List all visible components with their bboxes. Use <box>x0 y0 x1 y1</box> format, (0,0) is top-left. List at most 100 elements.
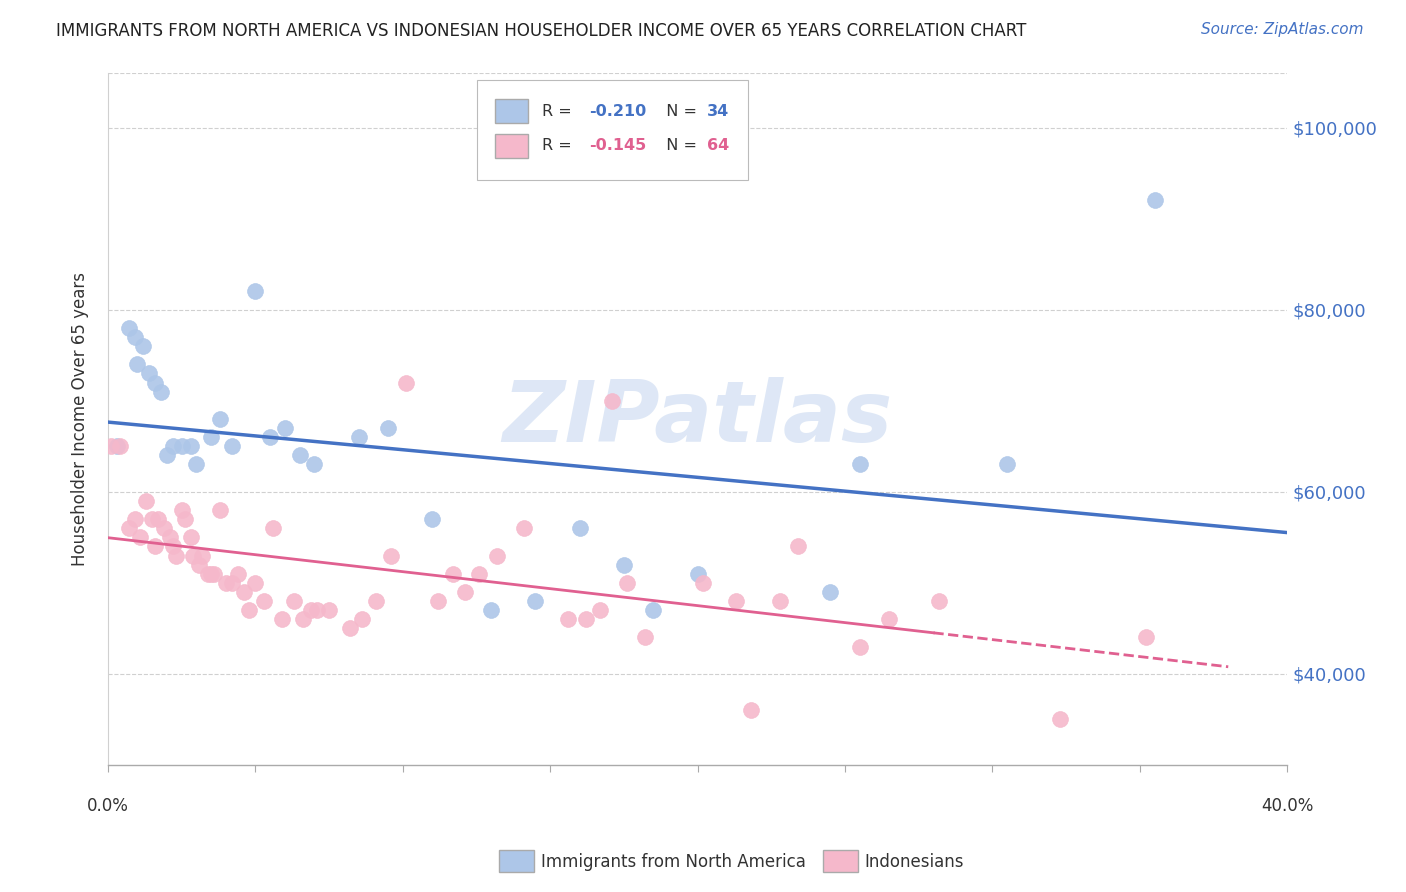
Text: -0.210: -0.210 <box>589 103 647 119</box>
Point <box>180 439 202 453</box>
Point <box>589 603 612 617</box>
Point <box>259 430 281 444</box>
Point <box>221 575 243 590</box>
Point <box>724 594 747 608</box>
Point <box>274 421 297 435</box>
Point <box>613 558 636 572</box>
Point <box>159 530 181 544</box>
Point <box>283 594 305 608</box>
Point <box>170 503 193 517</box>
Point <box>162 439 184 453</box>
Point <box>188 558 211 572</box>
Point <box>156 449 179 463</box>
Point <box>928 594 950 608</box>
Point <box>616 575 638 590</box>
Point <box>232 585 254 599</box>
Point <box>568 521 591 535</box>
Point <box>686 566 709 581</box>
Point <box>288 449 311 463</box>
Point <box>395 376 418 390</box>
Point <box>377 421 399 435</box>
Point <box>848 458 870 472</box>
Point <box>1135 631 1157 645</box>
Point <box>486 549 509 563</box>
Point <box>162 540 184 554</box>
Point <box>186 458 208 472</box>
Point <box>441 566 464 581</box>
Point <box>153 521 176 535</box>
Text: 34: 34 <box>707 103 730 119</box>
Text: 64: 64 <box>707 138 730 153</box>
Point <box>245 285 267 299</box>
Point <box>427 594 450 608</box>
Point <box>200 430 222 444</box>
Text: Source: ZipAtlas.com: Source: ZipAtlas.com <box>1201 22 1364 37</box>
Point <box>262 521 284 535</box>
Point <box>226 566 249 581</box>
Point <box>245 575 267 590</box>
Text: Immigrants from North America: Immigrants from North America <box>541 853 806 871</box>
Point <box>454 585 477 599</box>
Point <box>479 603 502 617</box>
Point <box>238 603 260 617</box>
Point <box>197 566 219 581</box>
Text: N =: N = <box>657 103 703 119</box>
Point <box>170 439 193 453</box>
Point <box>173 512 195 526</box>
Point <box>633 631 655 645</box>
Point <box>200 566 222 581</box>
Point <box>557 612 579 626</box>
Text: ZIPatlas: ZIPatlas <box>502 377 893 460</box>
Text: N =: N = <box>657 138 703 153</box>
Text: R =: R = <box>541 138 576 153</box>
Point <box>183 549 205 563</box>
Point <box>141 512 163 526</box>
Text: 0.0%: 0.0% <box>87 797 129 814</box>
FancyBboxPatch shape <box>477 80 748 180</box>
Point <box>202 566 225 581</box>
Text: Indonesians: Indonesians <box>865 853 965 871</box>
Point <box>1049 713 1071 727</box>
Point <box>135 494 157 508</box>
Point <box>138 367 160 381</box>
Point <box>692 575 714 590</box>
Point <box>124 512 146 526</box>
FancyBboxPatch shape <box>495 99 527 123</box>
Point <box>524 594 547 608</box>
Point <box>127 357 149 371</box>
Point <box>848 640 870 654</box>
Point <box>299 603 322 617</box>
Point <box>380 549 402 563</box>
Point <box>318 603 340 617</box>
Point <box>740 703 762 717</box>
Point <box>221 439 243 453</box>
Point <box>307 603 329 617</box>
Point <box>105 439 128 453</box>
Point <box>995 458 1018 472</box>
FancyBboxPatch shape <box>495 134 527 158</box>
Point <box>1143 194 1166 208</box>
Text: 40.0%: 40.0% <box>1261 797 1313 814</box>
Point <box>132 339 155 353</box>
Point <box>304 458 326 472</box>
Point <box>129 530 152 544</box>
Point <box>191 549 214 563</box>
Point <box>143 540 166 554</box>
Point <box>150 384 173 399</box>
Point <box>366 594 388 608</box>
Point <box>253 594 276 608</box>
Point <box>600 393 623 408</box>
Text: -0.145: -0.145 <box>589 138 647 153</box>
Point <box>347 430 370 444</box>
Point <box>339 621 361 635</box>
Point <box>350 612 373 626</box>
Point <box>574 612 596 626</box>
Point <box>208 412 231 426</box>
Point <box>124 330 146 344</box>
Point <box>877 612 900 626</box>
Point <box>143 376 166 390</box>
Point <box>468 566 491 581</box>
Point <box>643 603 665 617</box>
Text: IMMIGRANTS FROM NORTH AMERICA VS INDONESIAN HOUSEHOLDER INCOME OVER 65 YEARS COR: IMMIGRANTS FROM NORTH AMERICA VS INDONES… <box>56 22 1026 40</box>
Y-axis label: Householder Income Over 65 years: Householder Income Over 65 years <box>72 272 89 566</box>
